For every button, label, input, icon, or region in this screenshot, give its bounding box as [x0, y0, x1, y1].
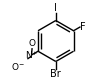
Text: N$^{+}$: N$^{+}$ [25, 49, 38, 61]
Text: Br: Br [50, 69, 61, 79]
Text: O$^{-}$: O$^{-}$ [11, 61, 25, 72]
Text: F: F [80, 22, 86, 32]
Text: I: I [54, 3, 57, 13]
Text: O: O [29, 39, 36, 48]
